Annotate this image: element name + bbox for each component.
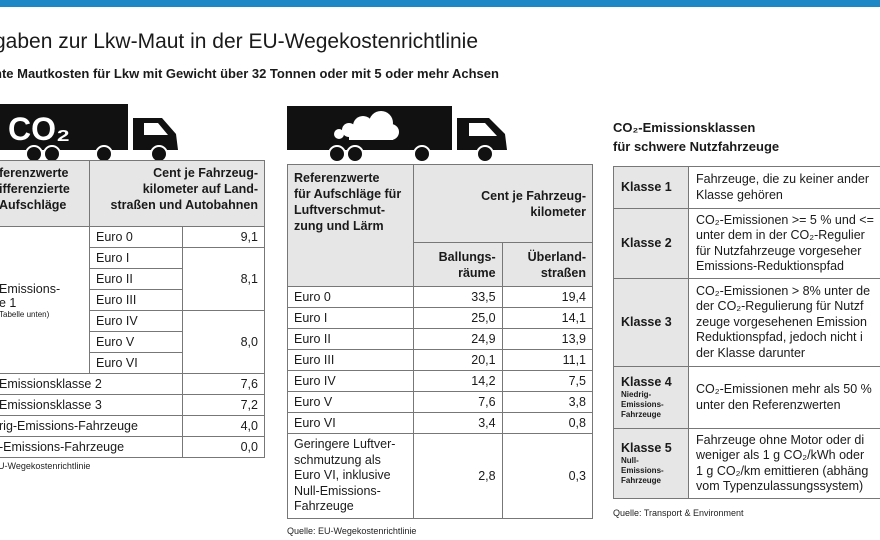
t1-head-left: ferenzwerte ifferenzierte Aufschläge [0, 160, 90, 227]
table-row-value: 8,0 [182, 310, 265, 374]
class-description: CO₂-Emissionen > 8% unter de der CO₂-Regu… [688, 278, 880, 367]
table-row-label: Euro IV [89, 310, 183, 332]
table-cell: 20,1 [413, 349, 503, 371]
table-row-label: Euro VI [287, 412, 414, 434]
co2-label: CO₂ [8, 111, 70, 147]
t2-head-right: Cent je Fahrzeug- kilometer [413, 164, 593, 243]
table-row-value: 8,1 [182, 247, 265, 311]
table-cell: 24,9 [413, 328, 503, 350]
top-accent-bar [0, 0, 880, 7]
class-description: CO₂-Emissionen >= 5 % und <= unter dem in… [688, 208, 880, 279]
table-row-label: Euro V [89, 331, 183, 353]
table-row-label: Euro 0 [89, 226, 183, 248]
table-cell: 0,8 [501, 412, 594, 434]
table-row-label: Euro 0 [287, 286, 414, 308]
page-subtitle: nte Mautkosten für Lkw mit Gewicht über … [0, 66, 499, 81]
table-cell: 0,3 [501, 433, 594, 519]
cloud-icon [334, 111, 399, 140]
table-row-label: Euro IV [287, 370, 414, 392]
t2-head-left: Referenzwerte für Aufschläge für Luftver… [287, 164, 414, 287]
class-label: Klasse 1 [613, 166, 689, 209]
air-pollution-table: Referenzwerte für Aufschläge für Luftver… [287, 164, 594, 519]
table-row-label: Euro III [89, 289, 183, 311]
table-row-label: Emissionsklasse 3 [0, 394, 183, 416]
table-cell: 13,9 [501, 328, 594, 350]
class-label: Klasse 5 Null- Emissions- Fahrzeuge [613, 428, 689, 499]
t3-source: Quelle: Transport & Environment [613, 508, 744, 518]
table-cell: 14,1 [501, 307, 594, 329]
t2-col-header-urban: Ballungs- räume [413, 242, 503, 287]
table-row-label: Geringere Luftver- schmutzung als Euro V… [287, 433, 414, 519]
table-row-label: Euro II [287, 328, 414, 350]
table-row-label: rig-Emissions-Fahrzeuge [0, 415, 183, 437]
table-row-value: 4,0 [182, 415, 265, 437]
class-label: Klasse 4 Niedrig- Emissions- Fahrzeuge [613, 366, 689, 429]
table-cell: 19,4 [501, 286, 594, 308]
table-row-value: 7,2 [182, 394, 265, 416]
class-label: Klasse 3 [613, 278, 689, 367]
co2-truck-icon: CO₂ [0, 104, 189, 164]
class-description: Fahrzeuge ohne Motor oder di weniger als … [688, 428, 880, 499]
table-cell: 7,5 [501, 370, 594, 392]
table-row-label: Euro II [89, 268, 183, 290]
co2-surcharge-table: ferenzwerte ifferenzierte Aufschläge Cen… [0, 160, 265, 458]
pollution-truck-icon [287, 106, 517, 166]
table-row-label: Euro I [89, 247, 183, 269]
table-row-label: Euro I [287, 307, 414, 329]
table-cell: 14,2 [413, 370, 503, 392]
co2-classes-table: Klasse 1 Fahrzeuge, die zu keiner ander K… [613, 166, 880, 499]
table-row-label: Euro V [287, 391, 414, 413]
table-cell: 7,6 [413, 391, 503, 413]
table-row-label: Euro III [287, 349, 414, 371]
table-row-value: 7,6 [182, 373, 265, 395]
table-row-value: 9,1 [182, 226, 265, 248]
table-row-label: Emissionsklasse 2 [0, 373, 183, 395]
t3-title: CO₂-Emissionsklassen für schwere Nutzfah… [613, 120, 780, 154]
t1-group-label: Emissions- e 1 Tabelle unten) [0, 226, 90, 374]
table-row-label: -Emissions-Fahrzeuge [0, 436, 183, 458]
table-cell: 25,0 [413, 307, 503, 329]
t2-source: Quelle: EU-Wegekostenrichtlinie [287, 526, 417, 536]
table-row-label: Euro VI [89, 352, 183, 374]
t1-source: U-Wegekostenrichtlinie [0, 461, 91, 471]
table-cell: 3,4 [413, 412, 503, 434]
table-cell: 33,5 [413, 286, 503, 308]
table-cell: 11,1 [501, 349, 594, 371]
page-title: gaben zur Lkw-Maut in der EU-Wegekostenr… [0, 30, 479, 53]
class-label: Klasse 2 [613, 208, 689, 279]
t2-col-header-rural: Überland- straßen [501, 242, 594, 287]
table-cell: 3,8 [501, 391, 594, 413]
class-description: Fahrzeuge, die zu keiner ander Klasse geh… [688, 166, 880, 209]
table-cell: 2,8 [413, 433, 503, 519]
t1-head-right: Cent je Fahrzeug- kilometer auf Land- st… [89, 160, 265, 227]
table-row-value: 0,0 [182, 436, 265, 458]
class-description: CO₂-Emissionen mehr als 50 % unter den Re… [688, 366, 880, 429]
